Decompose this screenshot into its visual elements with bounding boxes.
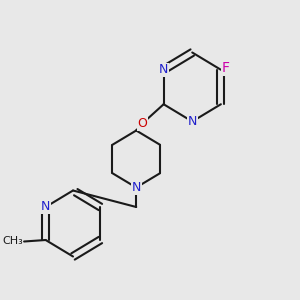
Text: CH₃: CH₃ bbox=[2, 236, 23, 247]
Text: O: O bbox=[137, 117, 147, 130]
Text: N: N bbox=[188, 115, 197, 128]
Text: N: N bbox=[131, 181, 141, 194]
Text: N: N bbox=[159, 63, 168, 76]
Text: F: F bbox=[222, 61, 230, 75]
Text: N: N bbox=[41, 200, 50, 214]
